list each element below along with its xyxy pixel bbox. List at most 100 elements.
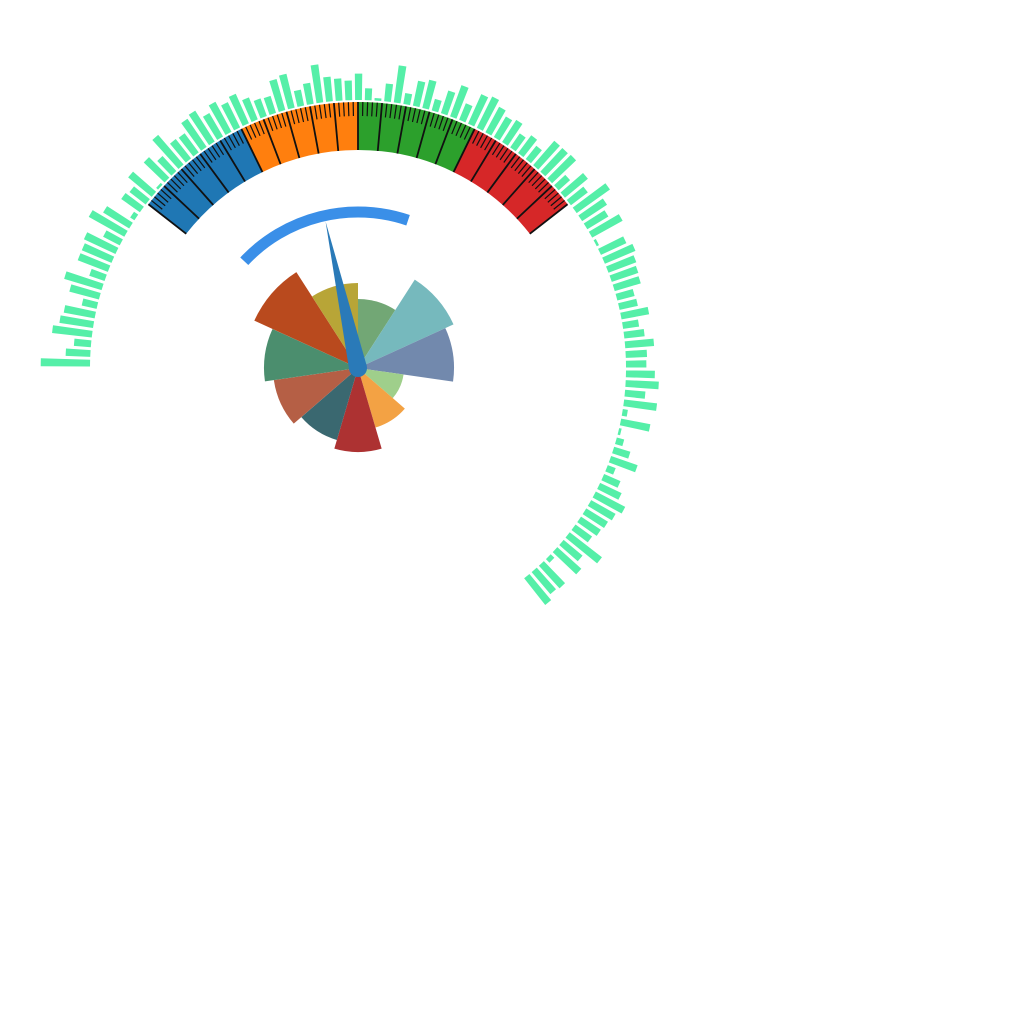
progress-arc-group [240,206,410,265]
minor-tick [472,130,480,144]
polar-bar [614,437,625,447]
polar-bar [560,173,588,198]
polar-bar [202,112,224,140]
polar-bar [181,118,207,151]
minor-tick [236,130,244,144]
minor-tick [207,147,217,161]
needle-hub [349,359,367,377]
polar-bar [547,154,577,184]
polar-bars [40,64,659,605]
gauge-ticks [147,102,569,235]
minor-tick [151,199,163,210]
polar-bar [518,135,538,158]
polar-bar [188,110,215,146]
polar-bar [540,147,568,177]
polar-bar [152,134,184,169]
polar-bar [624,338,655,349]
minor-tick [157,192,169,203]
polar-bar [59,315,95,328]
minor-tick [389,104,393,119]
minor-tick [232,133,240,146]
minor-tick [455,122,462,137]
polar-bar [63,305,96,319]
polar-bar [354,73,363,101]
minor-tick [429,112,435,127]
minor-tick [290,110,296,125]
minor-tick [398,105,402,120]
major-tick [199,153,230,194]
minor-tick [416,109,421,124]
polar-bar [552,547,582,575]
minor-tick [304,107,309,122]
polar-bar [440,90,456,116]
minor-tick [318,104,323,119]
polar-bar [597,482,622,500]
minor-tick [267,117,274,132]
minor-tick [188,162,199,174]
minor-tick [393,104,398,119]
major-tick [163,185,200,220]
polar-bar [64,271,104,291]
polar-bar [403,92,413,106]
polar-bar [502,119,523,146]
minor-tick [215,142,225,156]
rose-slice [254,272,358,368]
polar-bar [485,106,506,136]
gauge-band [453,128,568,234]
polar-bar [263,95,277,116]
rose-slice [358,279,454,368]
minor-tick [323,104,327,119]
minor-tick [510,156,521,169]
gauge-band [241,102,358,173]
polar-bar [583,210,609,230]
rose-slice [358,299,396,368]
gauge-bands [148,102,568,234]
polar-bar [81,298,99,309]
rose-slice [358,368,405,428]
minor-tick [553,199,565,210]
major-tick [396,106,407,154]
polar-bar [587,500,616,521]
rose-slice [301,368,358,440]
polar-bar [618,298,638,310]
polar-bar [169,139,192,163]
minor-tick [531,175,543,187]
polar-bar [578,198,608,222]
gauge-band [148,128,263,234]
minor-tick [503,150,513,163]
minor-tick [160,189,172,200]
major-tick [434,119,454,165]
minor-tick [211,145,221,158]
minor-tick [495,145,505,158]
polar-bar [293,89,305,107]
needle-group [325,221,367,377]
major-tick [309,106,320,154]
rose-slice [358,368,404,399]
major-tick [219,140,246,182]
minor-tick [499,147,509,161]
minor-tick [442,117,449,132]
polar-bar [615,288,635,301]
minor-tick [203,150,213,163]
minor-tick [281,112,287,127]
minor-tick [459,124,467,138]
minor-tick [521,165,532,177]
polar-bar [566,186,588,206]
minor-tick [276,114,283,129]
minor-tick [484,137,493,151]
major-tick [516,185,553,220]
minor-tick [195,156,206,169]
polar-bar [40,358,91,367]
minor-tick [463,126,471,140]
polar-bar [221,102,241,131]
polar-bar [565,532,602,564]
polar-bar [619,418,651,432]
polar-bar [510,133,526,152]
minor-tick [299,108,305,123]
polar-bar [422,79,437,110]
minor-tick [491,142,501,156]
polar-bar [77,253,111,272]
polar-bar [493,116,513,141]
minor-tick [245,126,253,140]
polar-bar [88,210,128,237]
